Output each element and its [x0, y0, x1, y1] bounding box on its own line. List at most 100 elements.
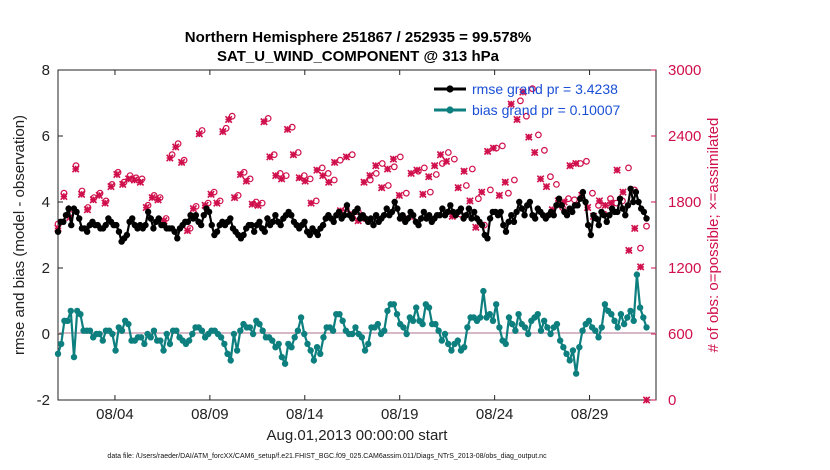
- rmse-point: [592, 215, 600, 222]
- rmse-point: [171, 228, 178, 235]
- rmse-point: [457, 205, 465, 212]
- rmse-point: [510, 218, 518, 225]
- obs-possible-marker: [516, 97, 524, 105]
- obs-assimilated-marker: [525, 133, 533, 141]
- obs-possible-marker: [330, 176, 338, 184]
- bias-point: [352, 324, 359, 331]
- obs-assimilated-marker: [530, 148, 539, 157]
- rmse-point: [595, 221, 602, 229]
- obs-assimilated-marker: [454, 183, 462, 192]
- rmse-point: [60, 218, 67, 225]
- legend-bias-label: bias grand pr = 0.10007: [472, 102, 620, 118]
- bias-point: [310, 357, 318, 364]
- obs-assimilated-marker: [377, 183, 386, 192]
- obs-assimilated-marker: [113, 170, 121, 179]
- bias-point: [595, 334, 602, 341]
- bias-point: [57, 340, 65, 348]
- bias-point: [566, 357, 573, 364]
- obs-assimilated-marker: [289, 150, 298, 159]
- rmse-point: [250, 228, 258, 235]
- bias-point: [460, 344, 468, 351]
- plot-frame: [57, 69, 657, 401]
- rmse-point: [73, 208, 80, 216]
- bias-point: [86, 327, 94, 334]
- bias-point: [486, 311, 493, 318]
- bias-series: [54, 271, 650, 377]
- rmse-point: [425, 212, 433, 219]
- bias-point: [221, 340, 228, 348]
- rmse-point: [470, 208, 478, 216]
- obs-assimilated-marker: [560, 198, 568, 206]
- obs-assimilated-marker: [330, 158, 339, 167]
- rmse-point: [436, 212, 443, 219]
- bias-point: [336, 311, 343, 318]
- obs-assimilated-marker: [466, 197, 474, 205]
- rmse-point: [65, 205, 72, 212]
- rmse-point: [399, 212, 406, 219]
- bias-point: [301, 330, 308, 338]
- rmse-point: [54, 228, 62, 235]
- rmse-point: [513, 208, 520, 216]
- bias-point: [569, 347, 577, 354]
- bias-point: [70, 353, 78, 361]
- rmse-point: [444, 208, 451, 216]
- bias-point: [448, 347, 455, 354]
- obs-possible-marker: [222, 124, 230, 132]
- rmse-point: [83, 228, 91, 235]
- obs-assimilated-marker: [436, 150, 445, 159]
- obs-assimilated-marker: [607, 199, 615, 207]
- rmse-point: [582, 198, 589, 206]
- bias-point: [537, 327, 545, 334]
- rmse-point: [142, 221, 149, 229]
- rmse-point: [301, 218, 308, 225]
- obs-possible-marker: [583, 157, 590, 165]
- rmse-point: [349, 215, 356, 222]
- rmse-point: [521, 212, 528, 219]
- obs-assimilated-marker: [483, 147, 492, 156]
- y-tick-label: 0: [42, 326, 50, 343]
- bias-point: [259, 327, 266, 334]
- bias-point: [275, 340, 282, 348]
- obs-assimilated-marker: [89, 196, 98, 204]
- bias-point: [233, 347, 241, 354]
- bias-point: [224, 350, 231, 357]
- obs-assimilated-marker: [160, 216, 168, 225]
- bias-point: [185, 337, 193, 344]
- bias-point: [611, 317, 618, 324]
- obs-assimilated-marker: [613, 166, 621, 174]
- y-right-tick-label: 0: [668, 392, 676, 409]
- bias-point: [150, 327, 158, 334]
- bias-point: [502, 340, 509, 348]
- obs-assimilated-marker: [260, 117, 268, 126]
- rmse-point: [306, 231, 314, 239]
- rmse-point: [614, 208, 621, 216]
- obs-assimilated-marker: [419, 190, 427, 199]
- bias-point: [480, 287, 487, 295]
- obs-possible-marker: [426, 188, 434, 196]
- obs-possible-marker: [246, 175, 254, 183]
- rmse-point: [192, 212, 200, 219]
- rmse-point: [208, 221, 215, 229]
- bias-point: [489, 317, 497, 324]
- obs-possible-marker: [264, 114, 272, 122]
- rmse-point: [486, 215, 494, 222]
- obs-possible-marker: [324, 169, 332, 177]
- rmse-point: [468, 215, 475, 222]
- bias-point: [454, 337, 462, 344]
- bias-point: [163, 330, 170, 338]
- bias-point: [445, 340, 452, 348]
- obs-assimilated-marker: [142, 203, 151, 212]
- bias-point: [227, 357, 234, 364]
- bias-point: [592, 327, 599, 334]
- bias-point: [112, 347, 119, 354]
- rmse-point: [404, 215, 412, 222]
- obs-assimilated-marker: [636, 263, 645, 271]
- obs-assimilated-marker: [101, 199, 109, 207]
- rmse-point: [640, 208, 648, 216]
- bias-point: [294, 327, 302, 334]
- rmse-point: [632, 188, 640, 196]
- obs-assimilated-marker: [219, 127, 227, 136]
- bias-point: [374, 320, 382, 328]
- bias-point: [617, 311, 625, 318]
